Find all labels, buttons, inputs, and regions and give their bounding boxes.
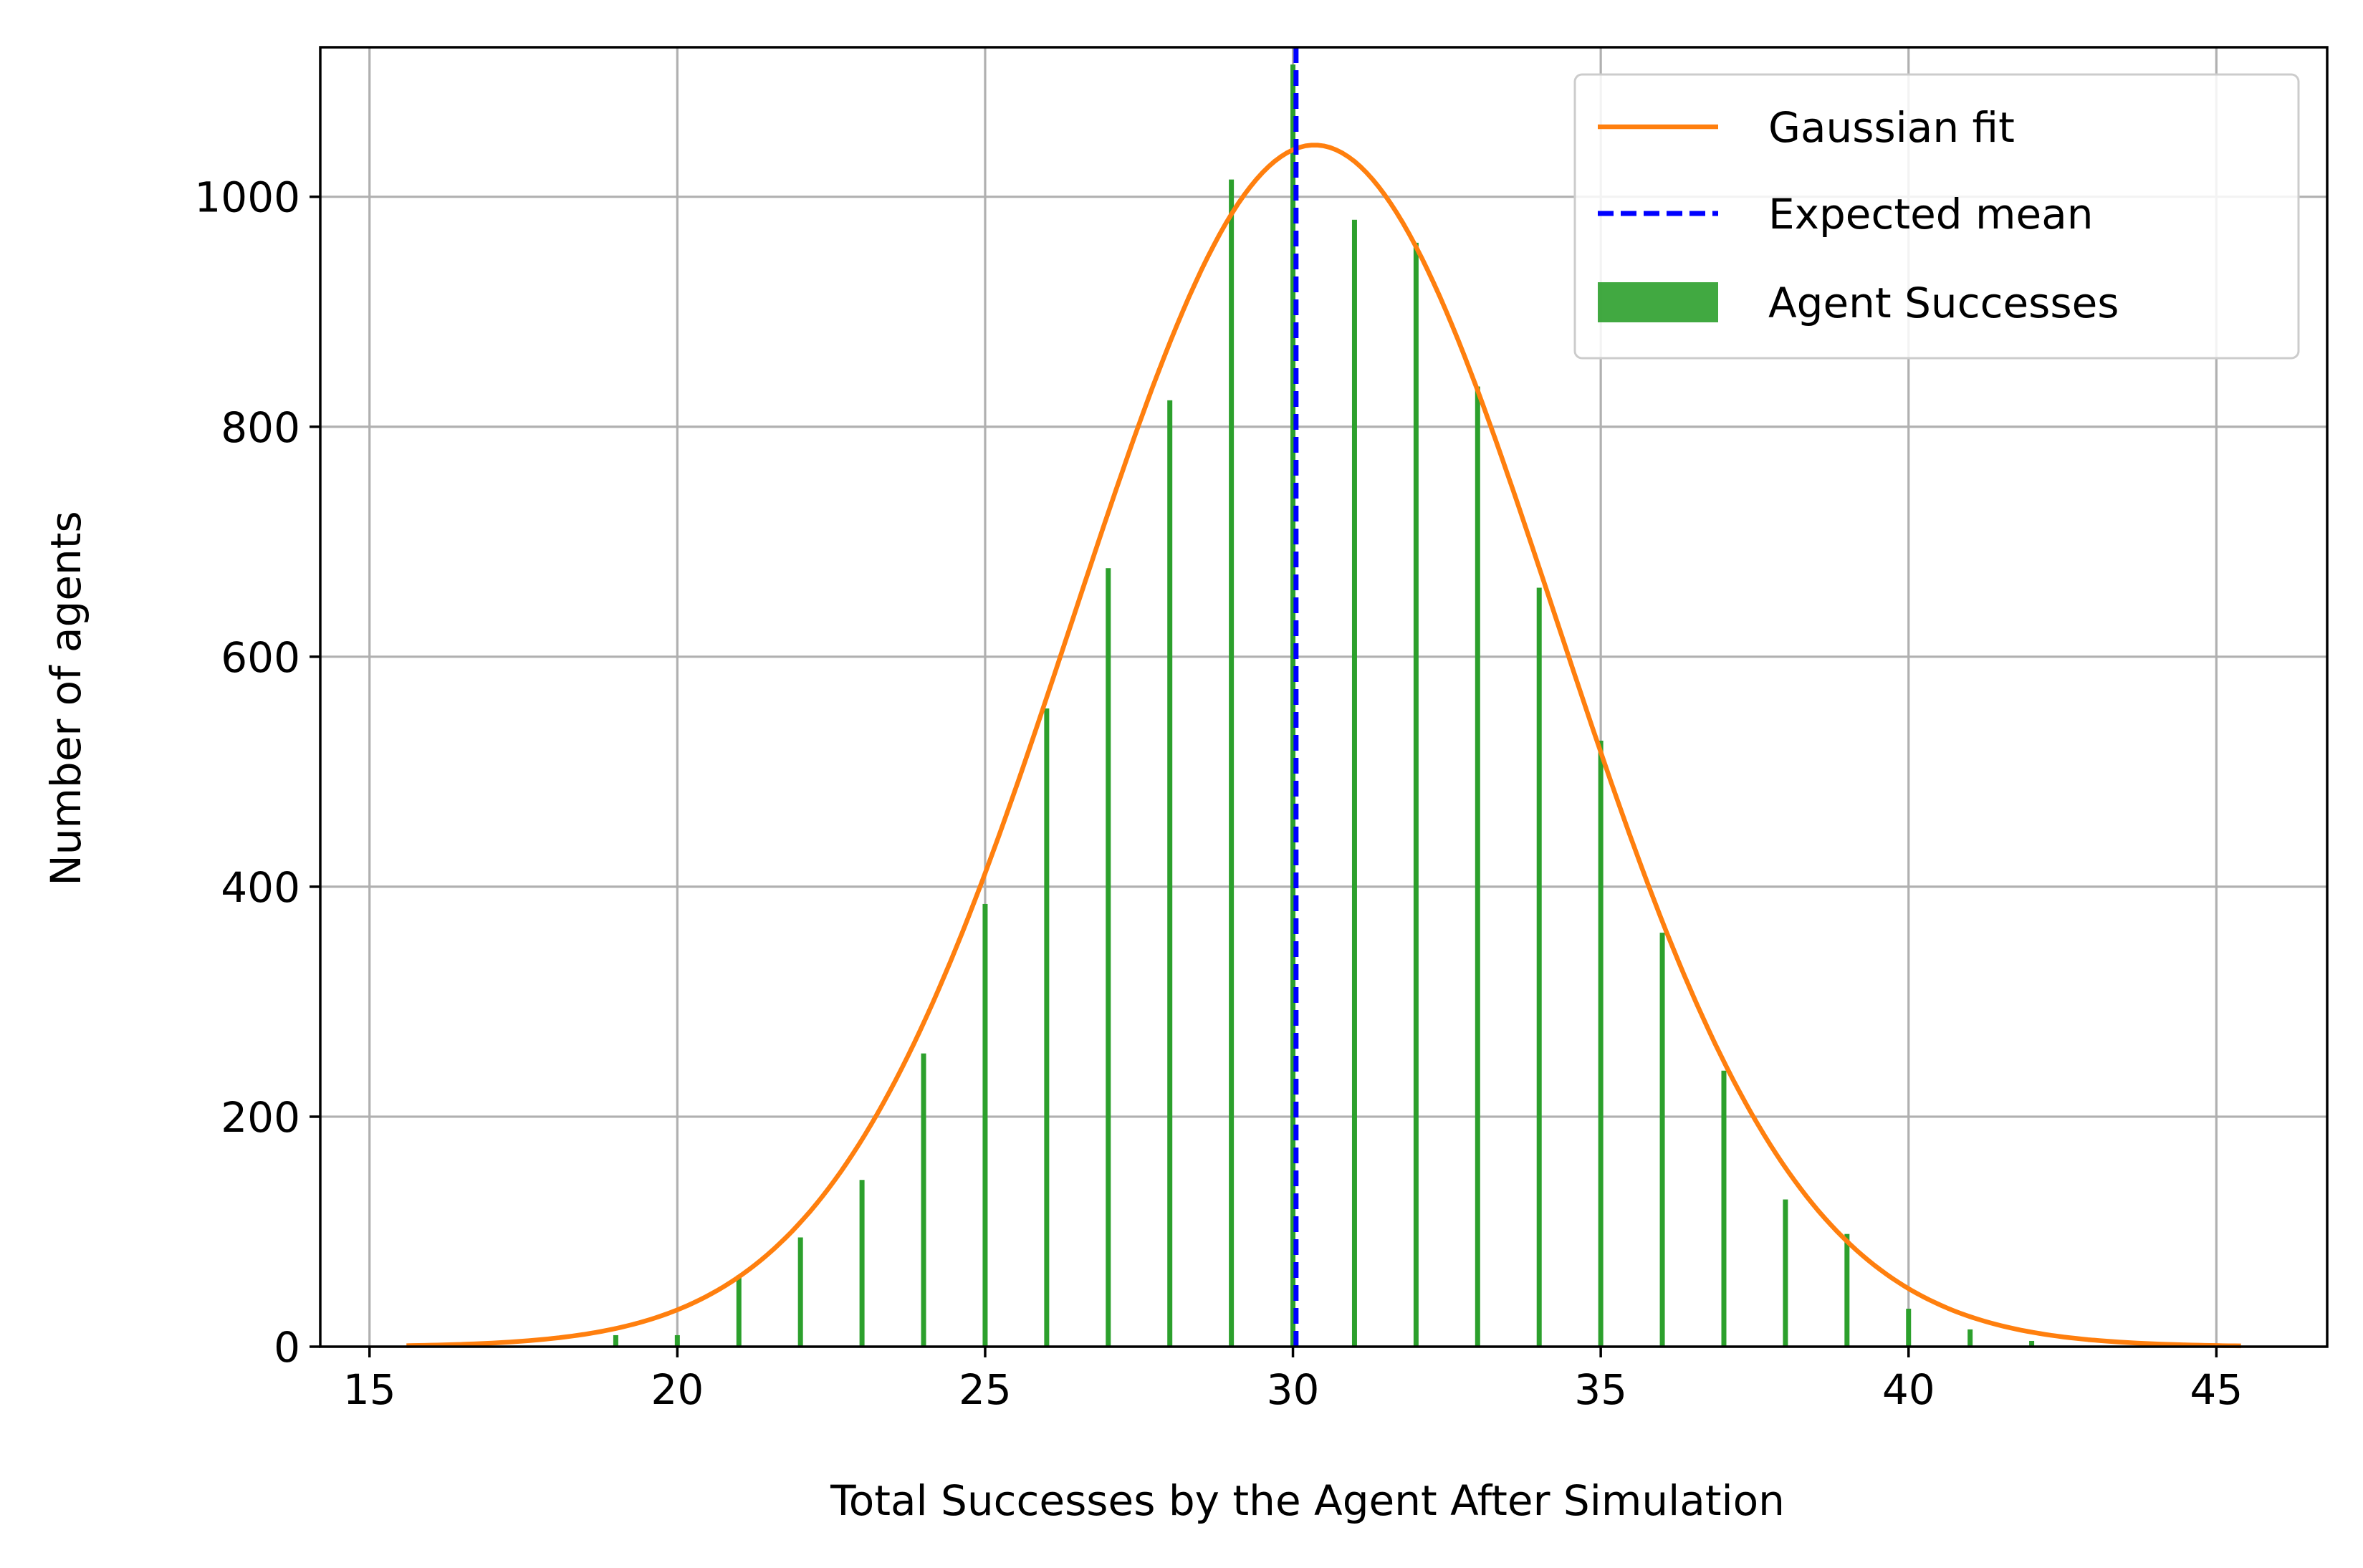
histogram-bar (1598, 741, 1604, 1347)
histogram-bar (1229, 179, 1235, 1347)
y-tick-label: 1000 (194, 173, 300, 222)
y-axis-title: Number of agents (42, 511, 90, 886)
histogram-bar (1906, 1309, 1912, 1347)
histogram-bar (1783, 1199, 1788, 1347)
histogram-bars (613, 64, 2035, 1347)
x-tick-label: 35 (1574, 1365, 1627, 1414)
y-tick-label: 800 (221, 403, 300, 452)
histogram-bar (736, 1275, 742, 1347)
x-tick-label: 25 (959, 1365, 1012, 1414)
gaussian-fit-layer (406, 143, 2241, 1349)
histogram-bar (1475, 386, 1480, 1347)
legend: Gaussian fit Expected mean Agent Successes (1573, 73, 2300, 360)
histogram-bar (1967, 1329, 1973, 1347)
legend-agent-successes-swatch (1598, 282, 1718, 322)
y-tick-label: 400 (221, 863, 300, 912)
histogram-bar (2029, 1340, 2035, 1347)
histogram-bar (1167, 400, 1173, 1347)
x-tick-label: 15 (343, 1365, 396, 1414)
x-tick-label: 40 (1882, 1365, 1935, 1414)
histogram-bar (859, 1180, 865, 1347)
histogram-bar (1413, 242, 1419, 1347)
x-tick-label: 20 (651, 1365, 704, 1414)
y-tick-label: 200 (221, 1093, 300, 1142)
gaussian-fit-line (406, 143, 2241, 1349)
x-tick-label: 45 (2190, 1365, 2243, 1414)
histogram-bar (1351, 219, 1357, 1347)
histogram-bar (1659, 933, 1665, 1347)
y-tick-label: 600 (221, 633, 300, 682)
histogram-bar (1844, 1233, 1850, 1347)
histogram-bar (1721, 1070, 1727, 1347)
x-axis-title: Total Successes by the Agent After Simul… (830, 1476, 1785, 1525)
y-tick-label: 0 (274, 1323, 300, 1372)
legend-label: Gaussian fit (1768, 103, 2015, 152)
histogram-bar (674, 1334, 680, 1347)
histogram-bar (1106, 568, 1111, 1347)
legend-box (1573, 73, 2300, 360)
histogram-bar (921, 1053, 926, 1347)
histogram-bar (613, 1334, 618, 1347)
x-tick-label: 30 (1267, 1365, 1320, 1414)
plot-frame (319, 46, 2329, 1348)
histogram-bar (1044, 708, 1050, 1347)
histogram-bar (982, 903, 988, 1347)
histogram-bar (797, 1237, 803, 1347)
legend-label: Expected mean (1768, 190, 2094, 239)
legend-label: Agent Successes (1768, 279, 2119, 327)
histogram-bar (1536, 587, 1542, 1347)
tick-labels: 15 20 25 30 35 40 45 0 200 400 600 800 1000 (194, 173, 2243, 1414)
histogram-bar (1290, 64, 1296, 1347)
axes (310, 46, 2329, 1357)
